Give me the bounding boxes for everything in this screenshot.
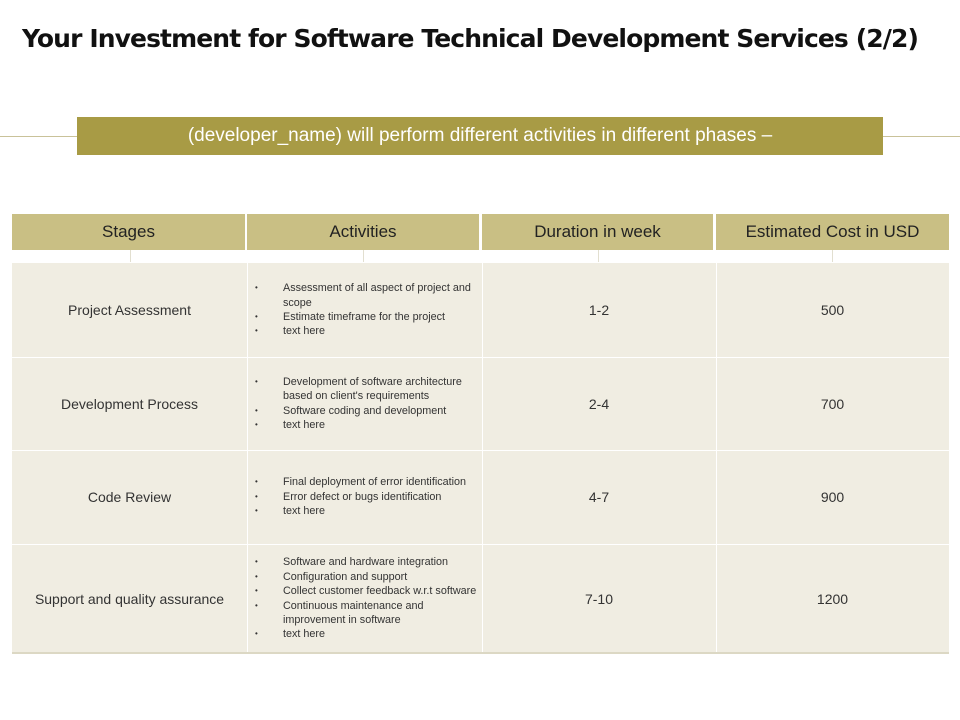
activities-cell: Development of software architecture bas…: [247, 357, 482, 450]
column-divider: [482, 263, 483, 653]
header-duration: Duration in week: [482, 214, 713, 250]
activity-item: text here: [255, 324, 483, 339]
activities-cell: Assessment of all aspect of project and …: [247, 263, 482, 357]
stage-cell: Development Process: [12, 357, 247, 450]
row-divider: [12, 450, 949, 451]
activities-list: Assessment of all aspect of project and …: [255, 281, 483, 339]
header-cost: Estimated Cost in USD: [716, 214, 949, 250]
table-bottom-rule: [12, 652, 949, 654]
activity-item: Continuous maintenance and improvement i…: [255, 599, 483, 628]
row-divider: [12, 357, 949, 358]
duration-cell: 7-10: [482, 544, 716, 653]
activities-list: Final deployment of error identification…: [255, 475, 483, 519]
activity-item: text here: [255, 504, 483, 519]
activities-cell: Final deployment of error identification…: [247, 450, 482, 544]
duration-cell: 2-4: [482, 357, 716, 450]
duration-cell: 4-7: [482, 450, 716, 544]
cost-cell: 1200: [716, 544, 949, 653]
table-header: Stages Activities Duration in week Estim…: [12, 214, 949, 250]
duration-cell: 1-2: [482, 263, 716, 357]
activity-item: Collect customer feedback w.r.t software: [255, 584, 483, 599]
stage-cell: Code Review: [12, 450, 247, 544]
stage-cell: Project Assessment: [12, 263, 247, 357]
table-row: Development Process Development of softw…: [12, 357, 949, 450]
activity-item: Error defect or bugs identification: [255, 490, 483, 505]
activity-item: Assessment of all aspect of project and …: [255, 281, 483, 310]
activity-item: Software and hardware integration: [255, 555, 483, 570]
activity-item: Development of software architecture bas…: [255, 375, 483, 404]
activity-item: text here: [255, 418, 483, 433]
header-activities: Activities: [247, 214, 479, 250]
cost-table: Project Assessment Assessment of all asp…: [12, 263, 949, 653]
cost-cell: 500: [716, 263, 949, 357]
activity-item: Estimate timeframe for the project: [255, 310, 483, 325]
page-title: Your Investment for Software Technical D…: [22, 24, 919, 53]
column-divider: [716, 263, 717, 653]
header-divider: [130, 250, 131, 262]
table-row: Project Assessment Assessment of all asp…: [12, 263, 949, 357]
activities-list: Software and hardware integration Config…: [255, 555, 483, 642]
cost-cell: 900: [716, 450, 949, 544]
activity-item: Final deployment of error identification: [255, 475, 483, 490]
column-divider: [247, 263, 248, 653]
cost-cell: 700: [716, 357, 949, 450]
header-stages: Stages: [12, 214, 245, 250]
row-divider: [12, 544, 949, 545]
header-divider: [363, 250, 364, 262]
activity-item: text here: [255, 627, 483, 642]
activity-item: Software coding and development: [255, 404, 483, 419]
stage-cell: Support and quality assurance: [12, 544, 247, 653]
subtitle-banner: (developer_name) will perform different …: [77, 117, 883, 155]
activities-list: Development of software architecture bas…: [255, 375, 483, 433]
table-row: Support and quality assurance Software a…: [12, 544, 949, 653]
header-divider: [598, 250, 599, 262]
activity-item: Configuration and support: [255, 570, 483, 585]
header-divider: [832, 250, 833, 262]
activities-cell: Software and hardware integration Config…: [247, 544, 482, 653]
table-row: Code Review Final deployment of error id…: [12, 450, 949, 544]
